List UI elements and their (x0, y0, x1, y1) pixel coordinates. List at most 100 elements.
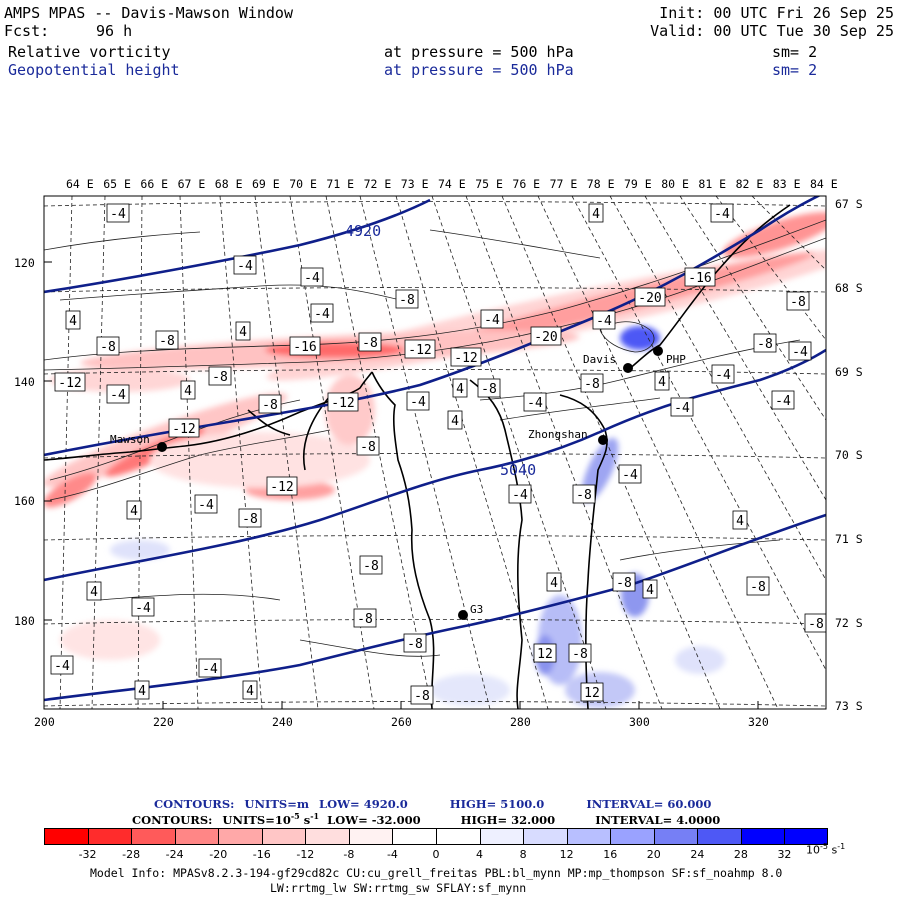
contours-vort-interval: INTERVAL= 4.0000 (595, 812, 721, 827)
top-lon-label: 70 E (289, 177, 317, 191)
coastline (44, 204, 791, 709)
colorbar-swatch (566, 828, 611, 845)
contour-label-box (654, 371, 670, 391)
contour-label-text: -12 (270, 480, 293, 495)
colorbar-swatch (740, 828, 785, 845)
contour-label-text: -20 (638, 291, 661, 306)
contour-label-text: -8 (414, 689, 430, 704)
contour-label-text: -8 (407, 637, 423, 652)
station-php-marker (653, 346, 663, 356)
colorbar-swatch (174, 828, 219, 845)
contour-label-text: 12 (537, 647, 553, 662)
contours-height-units: UNITS=m (244, 797, 310, 811)
right-lat-label: 72 S (835, 616, 863, 630)
contour-label-text: 4 (736, 514, 744, 529)
contour-label-text: -8 (584, 377, 600, 392)
height-label-5040: 5040 (500, 461, 537, 479)
top-lon-label: 75 E (475, 177, 503, 191)
contour-label-text: -4 (715, 368, 731, 383)
colorbar-units-base: 10 (806, 843, 820, 857)
field1-name: Relative vorticity (8, 43, 171, 61)
vorticity-shading (44, 212, 826, 708)
contour-label-box (300, 267, 324, 287)
contour-label-text: -8 (362, 336, 378, 351)
contour-label-box (96, 336, 120, 356)
top-lon-label: 76 E (512, 177, 541, 191)
contour-label-box (106, 384, 130, 404)
colorbar-swatch (218, 828, 262, 845)
contour-label-text: -8 (262, 398, 278, 413)
colorbar-label: 0 (432, 848, 440, 861)
colorbar-label: -16 (252, 848, 271, 861)
right-lat-label: 71 S (835, 532, 863, 546)
contour-label-text: -8 (790, 295, 806, 310)
contour-label-box (732, 510, 748, 530)
field2-smoothing: sm= 2 (772, 61, 818, 79)
bottom-x-label: 240 (272, 715, 293, 729)
contour-labels: -4 -4 -4 -8 -4 4 4 -8 -8 -16 -8 -12 -12 -4 -20 -4 -20 -16… (50, 203, 826, 705)
colorbar-label: -28 (122, 848, 141, 861)
colorbar-swatch (610, 828, 654, 845)
contour-label-text: -8 (808, 617, 824, 632)
contour-label-box (54, 372, 86, 392)
contour-label-box (771, 390, 795, 410)
station-g3-label: G3 (470, 603, 484, 616)
colorbar-label: -12 (296, 848, 315, 861)
height-contours (44, 196, 826, 702)
init-time: Init: 00 UTC Fri 26 Sep 25 (659, 4, 894, 22)
height-label-4920: 4920 (345, 222, 382, 240)
contours-vort-units-post: s (299, 812, 311, 827)
contour-label-text: -8 (212, 370, 228, 385)
contour-label-box (480, 309, 504, 329)
contour-label-text: -20 (534, 330, 557, 345)
colorbar-swatch (348, 828, 393, 845)
bottom-x-label: 260 (391, 715, 412, 729)
colorbar-label: -8 (343, 848, 355, 861)
colorbar-label: -20 (209, 848, 228, 861)
station-zhongshan-marker (598, 435, 608, 445)
contour-label-text: 4 (90, 585, 98, 600)
contours-vort-high: HIGH= 32.000 (460, 812, 556, 827)
contour-label-box (530, 326, 562, 346)
contour-label-box (568, 643, 592, 663)
colorbar-swatch (305, 828, 349, 845)
page-title: AMPS MPAS -- Davis-Mawson Window (4, 4, 293, 22)
contour-label-text: 4 (646, 583, 654, 598)
colorbar-swatch (44, 828, 88, 845)
contour-label-text: -4 (410, 395, 426, 410)
contour-label-box (508, 484, 532, 504)
contour-label-box (289, 336, 321, 356)
contour-label-box (670, 397, 694, 417)
field1-smoothing: sm= 2 (772, 43, 818, 61)
top-lon-label: 71 E (326, 177, 355, 191)
top-lon-label: 78 E (586, 177, 615, 191)
axis-ticks (43, 261, 759, 709)
contour-label-box (310, 303, 334, 323)
left-y-label: 140 (14, 375, 35, 389)
vorticity-band-south (150, 432, 370, 488)
top-lon-label: 72 E (363, 177, 392, 191)
colorbar-swatch (697, 828, 741, 845)
colorbar-swatch (653, 828, 698, 845)
contour-label-box (168, 418, 200, 438)
colorbar-label: -24 (165, 848, 184, 861)
top-lon-label: 77 E (549, 177, 578, 191)
contour-label-text: -8 (572, 647, 588, 662)
station-g3-marker (458, 610, 468, 620)
contour-label-box (588, 203, 604, 223)
contour-label-box (404, 339, 436, 359)
contour-label-text: -4 (484, 313, 500, 328)
plot-frame (43, 195, 827, 710)
top-lon-label: 64 E (66, 177, 94, 191)
contours-vort-units-exp: -5 (290, 811, 300, 821)
contour-label-text: -4 (674, 401, 690, 416)
contour-label-box (546, 572, 562, 592)
colorbar-units-tail: s (827, 843, 838, 857)
right-lat-label: 70 S (835, 448, 863, 462)
vorticity-core-central (265, 342, 405, 358)
contour-label-text: -8 (100, 340, 116, 355)
contour-label-text: -16 (293, 340, 316, 355)
vorticity-blue-e (620, 326, 660, 350)
contour-label-text: -4 (237, 259, 253, 274)
contour-label-box (572, 484, 596, 504)
